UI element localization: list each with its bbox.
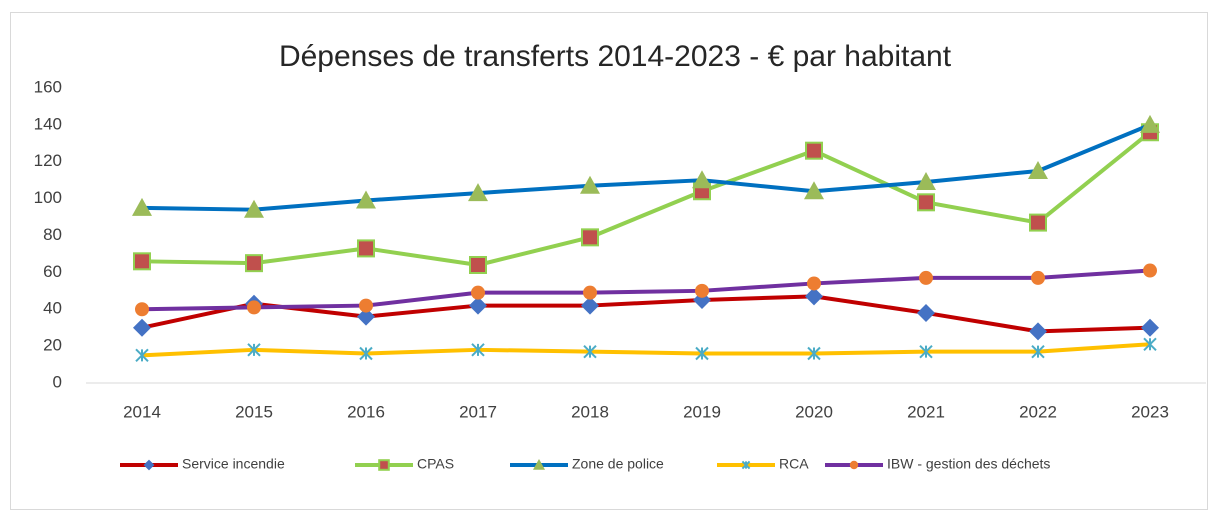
marker [805,287,823,306]
marker [741,460,751,470]
marker [471,285,485,300]
marker [1028,160,1048,179]
legend-label: Zone de police [572,456,664,472]
marker [533,459,545,470]
marker [1031,270,1045,285]
y-tick-label: 140 [34,114,62,133]
marker [919,270,933,285]
marker [695,346,709,361]
marker [359,298,373,313]
y-tick-label: 120 [34,151,62,170]
x-tick-label: 2021 [907,402,945,421]
x-tick-label: 2017 [459,402,497,421]
marker [917,303,935,322]
marker [917,193,935,212]
legend-label: IBW - gestion des déchets [887,456,1050,472]
marker [245,254,263,273]
marker [581,228,599,247]
marker [807,346,821,361]
marker [1140,114,1160,133]
x-tick-label: 2019 [683,402,721,421]
marker [247,343,261,357]
y-tick-label: 20 [43,336,62,355]
marker [247,300,261,315]
marker [580,175,600,194]
y-tick-label: 40 [43,299,62,318]
marker [469,256,487,274]
x-tick-label: 2018 [571,402,609,421]
marker [356,190,376,209]
marker [143,459,155,471]
y-tick-label: 160 [34,77,62,96]
x-tick-label: 2023 [1131,402,1169,421]
marker [1031,344,1045,359]
marker [695,283,709,298]
marker [357,307,375,326]
legend-label: Service incendie [182,456,285,472]
marker [1143,337,1157,351]
marker [692,170,712,189]
marker [804,181,824,200]
x-tick-label: 2014 [123,402,161,421]
marker [807,276,821,291]
marker [916,172,936,191]
marker [469,296,487,315]
series-line [141,268,1151,312]
marker [244,199,264,218]
marker [132,197,152,216]
marker [1143,263,1157,278]
marker [849,460,859,470]
y-tick-label: 0 [53,372,62,391]
marker [1029,322,1047,341]
marker [357,239,375,258]
series-line [141,123,1151,212]
y-tick-label: 100 [34,188,62,207]
legend-label: CPAS [417,456,454,472]
y-tick-label: 80 [43,225,62,244]
series-line [141,130,1152,267]
series-line [141,294,1151,334]
marker [1029,213,1047,232]
x-tick-label: 2016 [347,402,385,421]
x-tick-label: 2022 [1019,402,1057,421]
x-tick-label: 2020 [795,402,833,421]
marker [583,285,597,300]
marker [919,344,933,359]
series-line [141,342,1151,358]
marker [468,183,488,202]
marker [359,346,373,361]
marker [378,459,390,471]
legend-label: RCA [779,456,809,472]
marker [805,141,823,160]
marker [135,302,149,317]
marker [583,344,597,359]
marker [471,343,485,357]
chart-title: Dépenses de transferts 2014-2023 - € par… [279,40,952,73]
marker [133,318,151,337]
marker [1141,318,1159,337]
marker [133,252,151,271]
x-tick-label: 2015 [235,402,273,421]
marker [581,296,599,315]
y-tick-label: 60 [43,262,62,281]
marker [135,348,149,363]
